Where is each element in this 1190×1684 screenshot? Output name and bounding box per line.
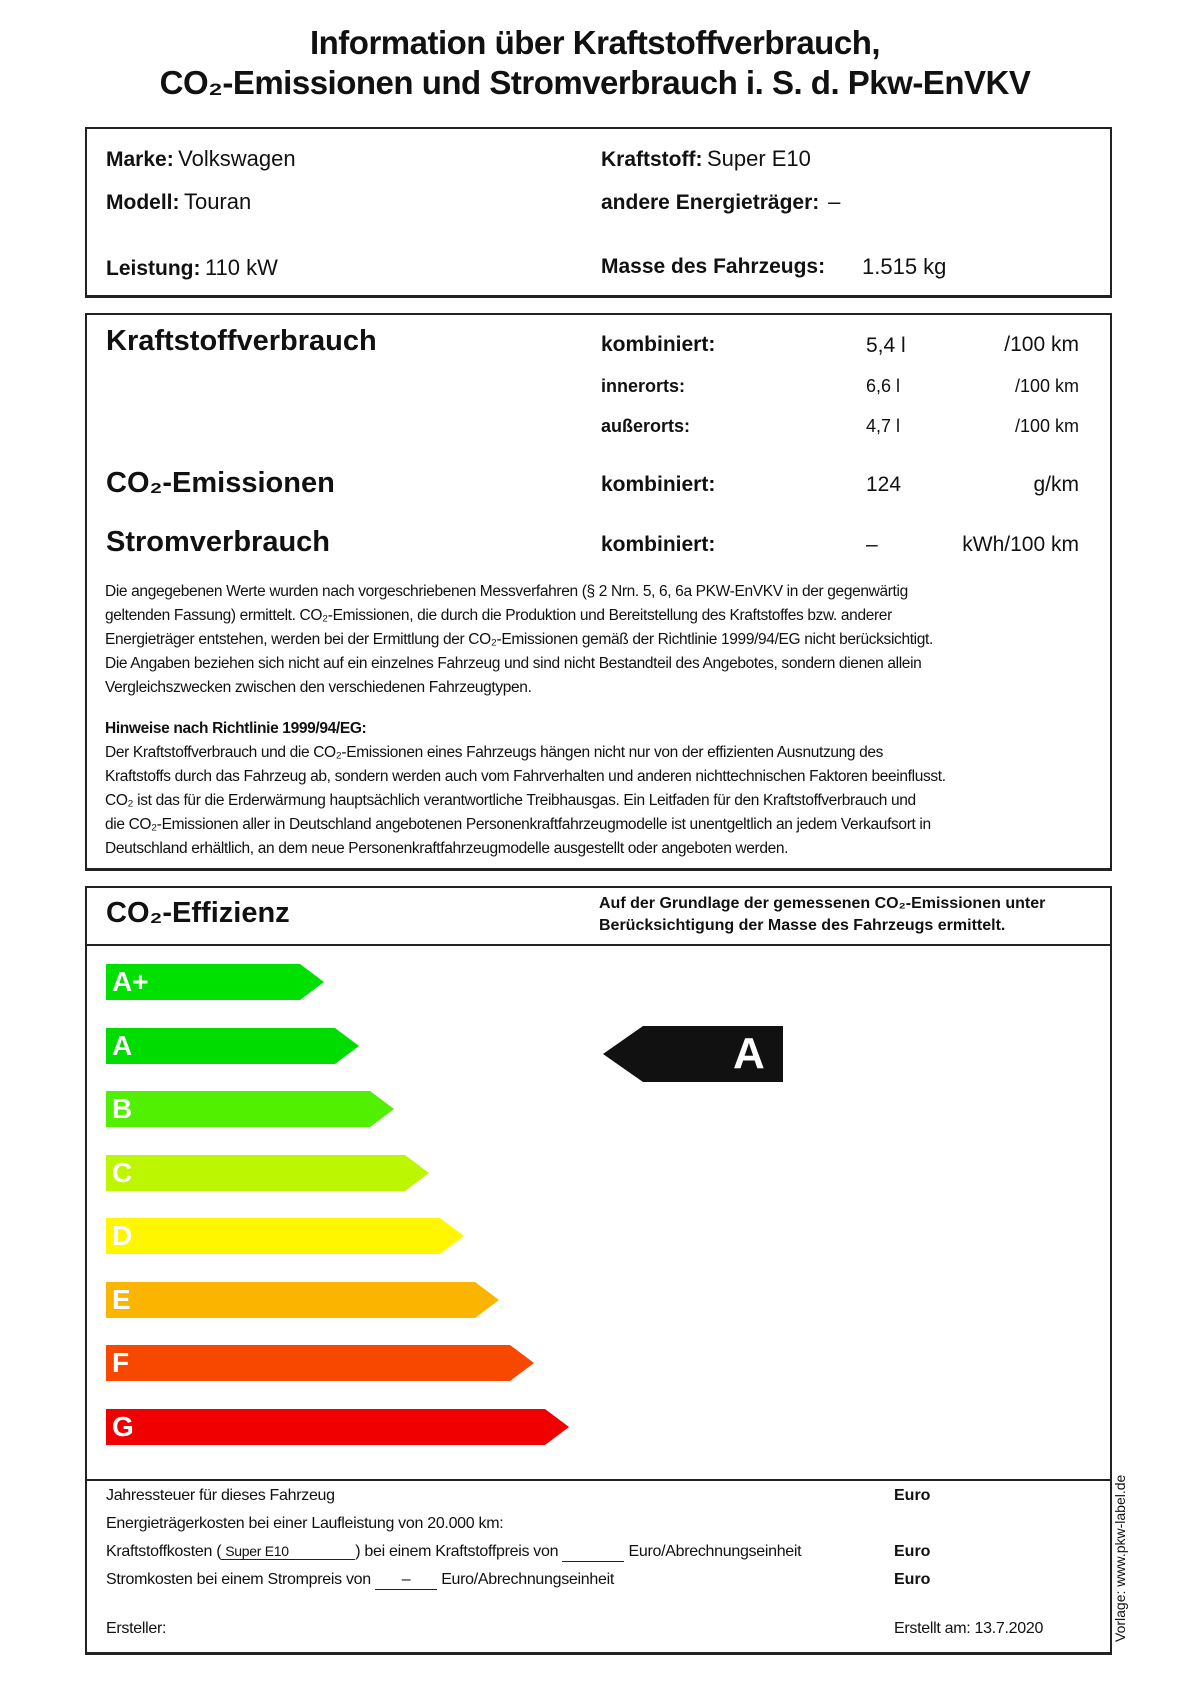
marke-value: Volkswagen <box>178 146 296 171</box>
masse-label: Masse des Fahrzeugs: <box>601 255 826 278</box>
efficiency-class-label: A+ <box>112 966 149 997</box>
erstellt-am: Erstellt am: 13.7.2020 <box>894 1620 1044 1637</box>
vehicle-box <box>85 127 1112 298</box>
urban-unit: /100 km <box>1014 376 1079 396</box>
bar-shape <box>106 1154 429 1191</box>
ersteller-label: Ersteller: <box>106 1620 167 1637</box>
efficiency-class-label: C <box>112 1156 133 1188</box>
efficiency-class-label: A <box>112 1029 133 1061</box>
text-line: Der Kraftstoffverbrauch und die CO₂-Emis… <box>105 744 884 761</box>
co2-value: 124 <box>866 473 902 496</box>
consumption-box <box>85 313 1112 871</box>
text-line: die CO₂-Emissionen aller in Deutschland … <box>105 816 931 833</box>
leistung-value: 110 kW <box>204 255 278 280</box>
leistung-label: Leistung: <box>106 257 201 280</box>
power-heading: Stromverbrauch <box>106 526 331 558</box>
bar-shape <box>106 1091 394 1127</box>
combined-value: 5,4 l <box>866 334 906 357</box>
efficiency-class-label: E <box>112 1283 131 1315</box>
rating-label: A <box>733 1029 765 1078</box>
divider <box>85 944 1112 946</box>
modell-value: Touran <box>183 189 252 214</box>
bar-shape <box>106 1281 499 1318</box>
andere-label: andere Energieträger: <box>601 191 820 214</box>
euro-label: Euro <box>894 1487 931 1504</box>
bar-shape <box>106 1218 464 1254</box>
euro-label: Euro <box>894 1543 931 1560</box>
text-line: Kraftstoffs durch das Fahrzeug ab, sonde… <box>105 768 946 785</box>
text: Euro/Abrechnungseinheit <box>628 1543 802 1560</box>
text: Kraftstoffkosten ( <box>106 1543 222 1560</box>
efficiency-bar: G <box>106 1408 569 1445</box>
kraftstoff-value: Super E10 <box>706 146 811 171</box>
extra-unit: /100 km <box>1014 416 1079 436</box>
efficiency-bar: A <box>106 1027 359 1064</box>
bar-shape <box>106 1408 569 1445</box>
bar-shape <box>106 964 324 1000</box>
co2-heading: CO₂-Emissionen <box>106 467 335 499</box>
efficiency-bar: E <box>106 1281 499 1318</box>
text-line: Vergleichszwecken zwischen den verschied… <box>105 679 532 696</box>
efficiency-bar: F <box>106 1345 534 1381</box>
efficiency-heading: CO₂-Effizienz <box>106 897 290 929</box>
co2-unit: g/km <box>1033 473 1079 496</box>
efficiency-bar: B <box>106 1091 394 1127</box>
efficiency-box <box>85 886 1112 1655</box>
efficiency-class-label: D <box>112 1220 133 1251</box>
marke-label: Marke: <box>106 148 174 171</box>
combined-unit: /100 km <box>1004 333 1079 356</box>
kraftstoffkosten-line: Kraftstoffkosten (Super E10) bei einem K… <box>106 1543 802 1562</box>
efficiency-bar: A+ <box>106 964 324 1000</box>
notes-paragraph-2: Der Kraftstoffverbrauch und die CO₂-Emis… <box>105 741 946 861</box>
masse-value: 1.515 kg <box>862 254 947 279</box>
text-line: Die Angaben beziehen sich nicht auf ein … <box>105 655 922 672</box>
urban-label: innerorts: <box>601 376 686 396</box>
bar-shape <box>106 1027 359 1064</box>
text-line: CO₂ ist das für die Erderwärmung hauptsä… <box>105 792 916 809</box>
efficiency-class-label: G <box>112 1410 134 1442</box>
title-line-1: Information über Kraftstoffverbrauch, <box>309 24 881 61</box>
title-line-2: CO₂-Emissionen und Stromverbrauch i. S. … <box>159 64 1031 101</box>
energie-label: Energieträgerkosten bei einer Laufleistu… <box>106 1515 504 1532</box>
co2-label: kombiniert: <box>601 473 716 496</box>
extra-value: 4,7 l <box>866 416 901 436</box>
efficiency-note: Auf der Grundlage der gemessenen CO₂-Emi… <box>599 893 1045 937</box>
fuel-field: Super E10 <box>221 1543 356 1560</box>
strom-price-field: – <box>375 1571 438 1590</box>
power-label: kombiniert: <box>601 533 716 556</box>
efficiency-bar: D <box>106 1218 464 1254</box>
text: ) bei einem Kraftstoffpreis von <box>355 1543 559 1560</box>
text: Stromkosten bei einem Strompreis von <box>106 1571 371 1588</box>
notes-paragraph-1: Die angegebenen Werte wurden nach vorges… <box>105 580 933 700</box>
text: Euro/Abrechnungseinheit <box>441 1571 614 1588</box>
jahressteuer-label: Jahressteuer für dieses Fahrzeug <box>106 1487 335 1504</box>
urban-value: 6,6 l <box>866 376 901 396</box>
text-line: geltenden Fassung) ermittelt. CO₂-Emissi… <box>105 607 892 624</box>
text-line: Berücksichtigung der Masse des Fahrzeugs… <box>599 917 1006 934</box>
text-line: Energieträger entstehen, werden bei der … <box>105 631 933 648</box>
vorlage-text: Vorlage: www.pkw-label.de <box>1112 1474 1128 1642</box>
stromkosten-line: Stromkosten bei einem Strompreis von – E… <box>106 1571 614 1590</box>
efficiency-class-label: F <box>112 1347 130 1378</box>
modell-label: Modell: <box>106 191 180 214</box>
text-line: Deutschland erhältlich, an dem neue Pers… <box>105 840 789 857</box>
hinweise-heading: Hinweise nach Richtlinie 1999/94/EG: <box>105 720 367 737</box>
text-line: Auf der Grundlage der gemessenen CO₂-Emi… <box>599 895 1046 912</box>
andere-value: – <box>828 189 841 214</box>
text-line: Die angegebenen Werte wurden nach vorges… <box>105 583 908 600</box>
rating-arrow <box>603 1026 783 1082</box>
bar-shape <box>106 1345 534 1381</box>
divider <box>85 1479 1112 1481</box>
combined-label: kombiniert: <box>601 333 716 356</box>
kraftstoff-label: Kraftstoff: <box>601 148 703 171</box>
extra-label: außerorts: <box>601 416 691 436</box>
fuel-heading: Kraftstoffverbrauch <box>106 325 377 357</box>
euro-label: Euro <box>894 1571 931 1588</box>
efficiency-class-label: B <box>112 1093 133 1124</box>
efficiency-bar: C <box>106 1154 429 1191</box>
power-value: – <box>866 533 878 556</box>
power-unit: kWh/100 km <box>962 533 1079 556</box>
